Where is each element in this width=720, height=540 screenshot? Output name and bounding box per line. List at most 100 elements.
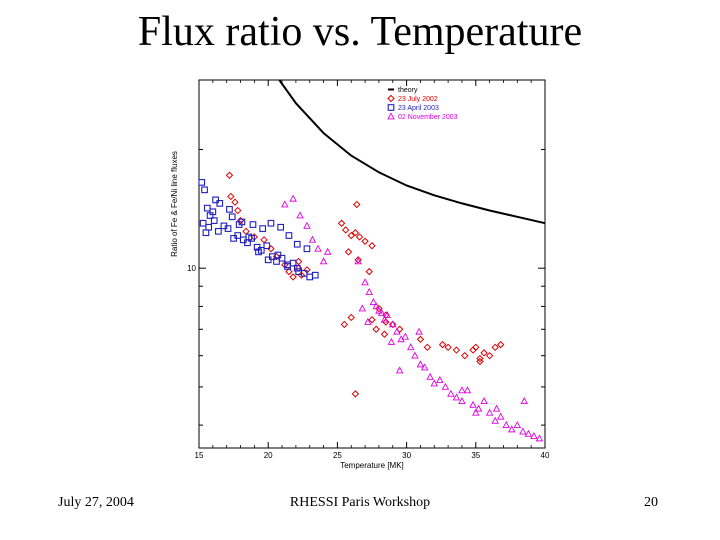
data-point-square <box>216 200 224 207</box>
data-point-triangle <box>496 412 505 420</box>
x-tick-label: 35 <box>471 451 480 460</box>
data-point-triangle <box>308 235 317 243</box>
data-point-diamond <box>476 357 484 366</box>
data-point-square <box>198 179 206 186</box>
data-point-square <box>210 217 218 224</box>
data-point-triangle <box>502 420 510 428</box>
page-number: 20 <box>644 495 658 510</box>
data-point-triangle <box>365 287 373 295</box>
data-point-diamond <box>354 256 362 264</box>
data-point-triangle <box>387 337 396 345</box>
data-point-triangle <box>535 434 544 442</box>
data-point-diamond <box>347 313 355 322</box>
data-point-square <box>285 232 293 239</box>
data-point-diamond <box>353 200 361 209</box>
data-point-diamond <box>476 354 484 363</box>
series-theory <box>278 79 546 225</box>
data-point-triangle <box>426 372 434 380</box>
data-point-diamond <box>365 267 373 276</box>
data-point-diamond <box>355 233 364 241</box>
data-point-diamond <box>341 226 350 234</box>
data-point-square <box>263 242 271 250</box>
data-point-triangle <box>314 244 322 252</box>
data-point-diamond <box>387 94 395 103</box>
data-point-triangle <box>513 420 522 428</box>
footer-date: July 27, 2004 <box>58 495 134 510</box>
data-point-triangle <box>519 427 527 435</box>
data-point-triangle <box>296 211 304 219</box>
legend-label: 23 July 2002 <box>398 96 438 103</box>
data-point-triangle <box>430 379 439 387</box>
x-tick-label: 15 <box>195 451 204 460</box>
data-point-square <box>293 264 301 272</box>
data-point-square <box>255 248 262 256</box>
data-point-triangle <box>407 343 415 351</box>
data-point-square <box>202 229 210 237</box>
data-point-square <box>209 208 217 216</box>
data-point-diamond <box>267 245 275 253</box>
data-point-diamond <box>289 273 297 281</box>
data-point-triangle <box>524 429 533 437</box>
x-tick-label: 30 <box>402 451 411 460</box>
data-point-square <box>245 233 253 241</box>
data-point-triangle <box>389 320 397 328</box>
data-point-triangle <box>491 416 499 424</box>
data-point-diamond <box>272 252 281 261</box>
data-point-square <box>228 213 236 221</box>
data-point-diamond <box>461 351 469 360</box>
data-point-triangle <box>452 393 461 401</box>
data-point-triangle <box>323 247 332 255</box>
data-point-diamond <box>361 237 369 245</box>
data-point-triangle <box>458 386 466 394</box>
data-point-square <box>249 221 257 228</box>
data-point-triangle <box>415 327 423 335</box>
chart-legend: theory 23 July 2002 23 April 2003 02 Novemb… <box>387 87 458 121</box>
axis-ticks: 15 20 25 30 35 40 10 <box>187 79 550 460</box>
data-point-diamond <box>351 229 360 237</box>
data-point-square <box>212 196 219 204</box>
scatter-chart: 15 20 25 30 35 40 10 theory 23 July 2002 23 Apri… <box>165 78 560 473</box>
x-axis-label: Temperature [MK] <box>340 461 404 470</box>
data-point-diamond <box>225 171 234 179</box>
data-point-square <box>293 240 301 248</box>
data-point-triangle <box>411 351 419 359</box>
data-point-diamond <box>382 318 390 326</box>
data-point-triangle <box>480 397 488 405</box>
data-point-diamond <box>227 192 235 201</box>
data-point-triangle <box>416 360 425 368</box>
data-point-square <box>203 204 211 212</box>
data-point-diamond <box>347 231 355 240</box>
data-point-triangle <box>387 112 395 120</box>
data-point-square <box>277 223 285 231</box>
data-point-diamond <box>234 206 242 215</box>
x-tick-label: 20 <box>264 451 273 460</box>
legend-label: 23 April 2003 <box>398 105 439 112</box>
data-series <box>198 79 546 442</box>
data-point-square <box>215 227 222 235</box>
data-point-square <box>267 219 275 227</box>
data-point-triangle <box>289 194 297 202</box>
data-point-triangle <box>369 298 378 306</box>
footer-event: RHESSI Paris Workshop <box>289 495 431 510</box>
x-tick-label: 40 <box>541 451 550 460</box>
data-point-triangle <box>375 306 383 314</box>
data-point-triangle <box>364 317 372 325</box>
data-point-triangle <box>485 408 494 416</box>
chart-svg: 15 20 25 30 35 40 10 theory 23 July 2002 23 Apri… <box>165 78 560 473</box>
data-point-square <box>264 256 272 264</box>
data-point-diamond <box>416 335 425 344</box>
data-point-diamond <box>285 267 293 276</box>
data-point-triangle <box>441 382 450 390</box>
data-point-triangle <box>303 221 311 229</box>
data-point-diamond <box>444 343 452 352</box>
data-point-square <box>224 225 232 232</box>
data-point-square <box>311 271 319 279</box>
x-tick-label: 25 <box>333 451 342 460</box>
data-point-diamond <box>368 242 376 250</box>
data-point-square <box>235 221 243 228</box>
data-point-square <box>226 205 233 213</box>
data-point-triangle <box>361 278 369 286</box>
y-tick-label: 10 <box>187 264 196 273</box>
data-point-triangle <box>319 257 328 265</box>
data-point-triangle <box>393 327 401 335</box>
